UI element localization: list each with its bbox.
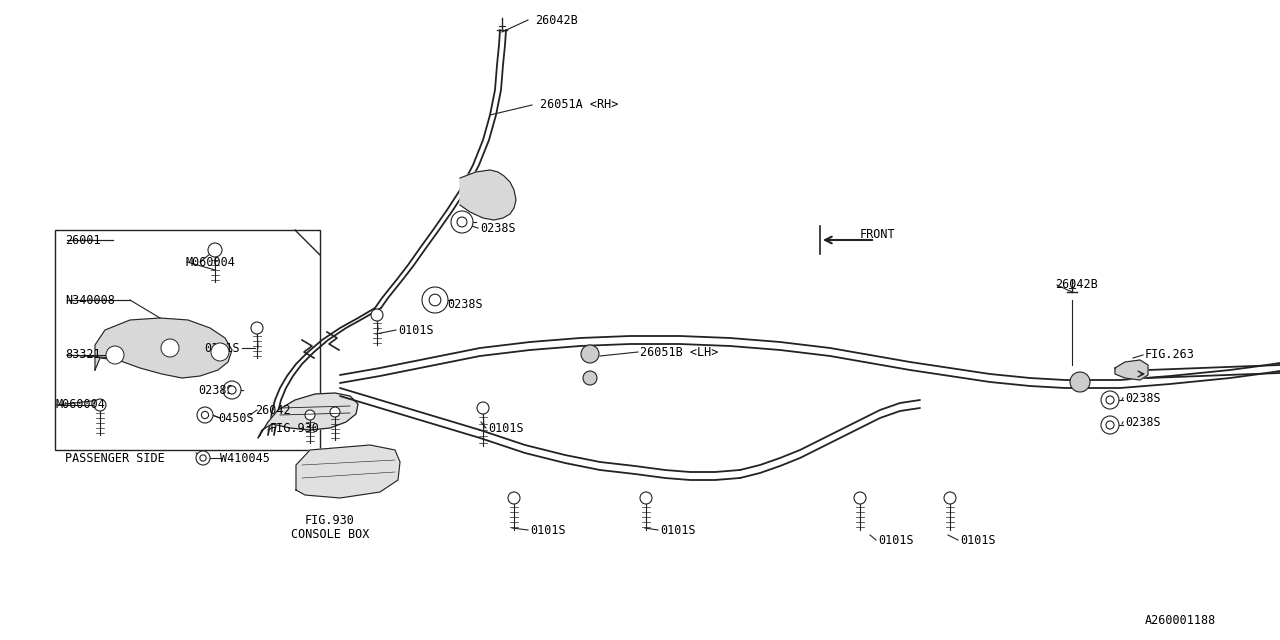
Text: 0101S: 0101S [488,422,524,435]
Circle shape [196,451,210,465]
Text: 0238S: 0238S [447,298,483,312]
Text: FRONT: FRONT [860,228,896,241]
Text: 0101S: 0101S [205,342,241,355]
Text: FIG.263: FIG.263 [1146,349,1194,362]
Circle shape [201,412,209,419]
Circle shape [508,492,520,504]
Circle shape [207,243,221,257]
Text: 0238S: 0238S [198,383,234,397]
Circle shape [457,217,467,227]
Circle shape [422,287,448,313]
Circle shape [477,402,489,414]
Text: FIG.930: FIG.930 [305,513,355,527]
Circle shape [581,345,599,363]
Circle shape [945,492,956,504]
Circle shape [211,343,229,361]
Circle shape [1070,372,1091,392]
Circle shape [200,455,206,461]
Circle shape [1106,421,1114,429]
Text: FIG.930: FIG.930 [270,422,320,435]
Polygon shape [460,170,516,220]
Text: 0238S: 0238S [1125,415,1161,429]
Circle shape [582,371,596,385]
Circle shape [1101,391,1119,409]
Circle shape [228,386,236,394]
Circle shape [197,407,212,423]
Text: 0101S: 0101S [530,524,566,536]
Circle shape [451,211,474,233]
Text: 0450S: 0450S [218,412,253,424]
Text: 0238S: 0238S [1125,392,1161,404]
Bar [55,230,320,450]
Circle shape [251,322,262,334]
Circle shape [305,410,315,420]
Text: 83321: 83321 [65,349,101,362]
Text: A260001188: A260001188 [1146,614,1216,627]
Text: 0101S: 0101S [960,534,996,547]
Text: N340008: N340008 [65,294,115,307]
Circle shape [640,492,652,504]
Circle shape [1106,396,1114,404]
Polygon shape [1115,360,1148,380]
Circle shape [223,381,241,399]
Circle shape [429,294,440,306]
Text: W410045: W410045 [220,451,270,465]
Text: 26042B: 26042B [1055,278,1098,291]
Circle shape [330,407,340,417]
Circle shape [854,492,867,504]
Circle shape [161,339,179,357]
Text: 0101S: 0101S [660,524,695,536]
Text: 26051A <RH>: 26051A <RH> [540,99,618,111]
Text: 26042B: 26042B [535,13,577,26]
Circle shape [106,346,124,364]
Circle shape [93,399,106,411]
Text: 0101S: 0101S [878,534,914,547]
Polygon shape [259,393,358,438]
Text: 26042: 26042 [255,403,291,417]
Text: 0238S: 0238S [480,221,516,234]
Polygon shape [296,445,399,498]
Polygon shape [95,318,232,378]
Circle shape [1101,416,1119,434]
Text: 26051B <LH>: 26051B <LH> [640,346,718,358]
Text: M060004: M060004 [55,399,105,412]
Text: 26001: 26001 [65,234,101,246]
Text: M060004: M060004 [186,255,234,269]
Text: 0101S: 0101S [398,323,434,337]
Circle shape [371,309,383,321]
Text: PASSENGER SIDE: PASSENGER SIDE [65,451,165,465]
Text: CONSOLE BOX: CONSOLE BOX [291,529,369,541]
